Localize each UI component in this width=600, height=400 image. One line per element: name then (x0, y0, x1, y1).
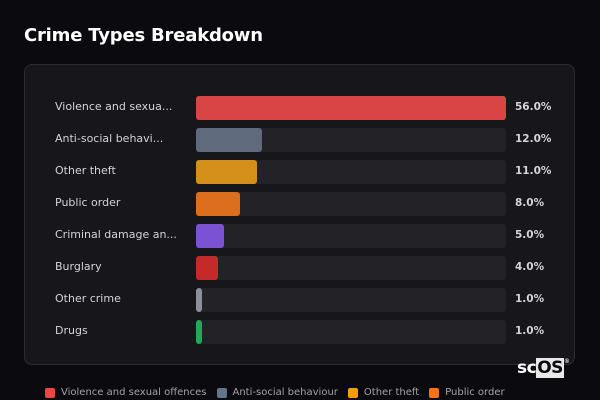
legend-label: Violence and sexual offences (61, 387, 207, 398)
bar-row: Violence and sexua... 56.0% (25, 96, 574, 120)
bar[interactable] (196, 256, 219, 280)
legend-item[interactable]: Public order (429, 387, 505, 398)
bar-label: Other theft (55, 164, 116, 177)
bar-label: Violence and sexua... (55, 100, 173, 113)
chart-title: Crime Types Breakdown (24, 25, 263, 46)
bar-track (196, 96, 506, 120)
legend-swatch-icon (429, 387, 440, 398)
legend-swatch-icon (347, 387, 358, 398)
bar-track (196, 192, 506, 216)
bar-row: Criminal damage an... 5.0% (25, 224, 574, 248)
bar-row: Other theft 11.0% (25, 160, 574, 184)
bar-value: 4.0% (515, 261, 545, 273)
bar-value: 1.0% (515, 293, 545, 305)
bar-track (196, 320, 506, 344)
bar-row: Anti-social behavi... 12.0% (25, 128, 574, 152)
bar[interactable] (196, 192, 241, 216)
bar-row: Public order 8.0% (25, 192, 574, 216)
bar-row: Other crime 1.0% (25, 288, 574, 312)
bar-label: Criminal damage an... (55, 228, 177, 241)
bar-value: 1.0% (515, 325, 545, 337)
bar-track (196, 224, 506, 248)
bar-row: Drugs 1.0% (25, 320, 574, 344)
bar-label: Public order (55, 196, 121, 209)
legend-item[interactable]: Violence and sexual offences (45, 387, 207, 398)
legend-swatch-icon (216, 387, 227, 398)
bar[interactable] (196, 128, 263, 152)
bar-row: Burglary 4.0% (25, 256, 574, 280)
bar-value: 8.0% (515, 197, 545, 209)
chart-legend: Violence and sexual offences Anti-social … (45, 387, 505, 398)
legend-item[interactable]: Other theft (347, 387, 420, 398)
bar-value: 5.0% (515, 229, 545, 241)
bar-label: Burglary (55, 260, 102, 273)
bar[interactable] (196, 224, 224, 248)
bar[interactable] (196, 288, 202, 312)
legend-label: Anti-social behaviour (232, 387, 338, 398)
bar[interactable] (196, 160, 257, 184)
bar[interactable] (196, 320, 202, 344)
bar-track (196, 128, 506, 152)
bar-track (196, 288, 506, 312)
bar-track (196, 256, 506, 280)
legend-swatch-icon (45, 387, 55, 398)
bar-value: 56.0% (515, 101, 552, 113)
bar-value: 11.0% (515, 165, 552, 177)
legend-item[interactable]: Anti-social behaviour (216, 387, 338, 398)
bar-label: Other crime (55, 292, 121, 305)
chart-card: Violence and sexua... 56.0% Anti-social be… (24, 64, 575, 365)
legend-label: Other theft (363, 387, 420, 398)
bar[interactable] (196, 96, 506, 120)
bar-label: Drugs (55, 324, 88, 337)
legend-label: Public order (445, 387, 505, 398)
bar-value: 12.0% (515, 133, 552, 145)
bar-label: Anti-social behavi... (55, 132, 164, 145)
scos-logo: scOS® (517, 358, 570, 378)
bar-track (196, 160, 506, 184)
